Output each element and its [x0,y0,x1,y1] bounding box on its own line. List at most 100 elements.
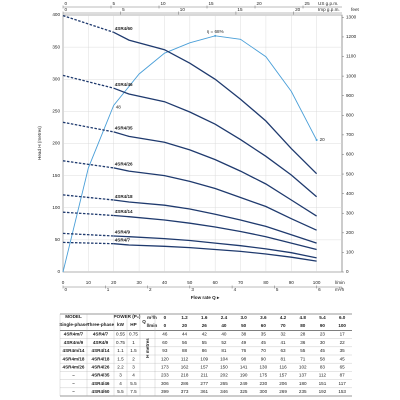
x-tick-label: 30 [137,280,143,285]
x2-tick-label: 1 [107,287,110,292]
table-cell: 38 [241,332,247,337]
table-cell: 35 [261,332,267,337]
table-cell: 81 [221,348,227,353]
pump-curve [113,199,317,244]
table-cell: 4SR4/18 [92,356,110,361]
y2-tick-label: 1200 [346,34,357,39]
table-cell: 22 [340,340,346,345]
table-header: MODEL [65,314,82,319]
curve-label: 4SR4/18 [115,194,133,199]
table-cell: 120 [161,356,169,361]
x3-tick-label: 5 [113,1,116,6]
x-tick-label: 60 [213,280,219,285]
table-cell: 150 [220,365,228,370]
table-cell: 265 [220,381,228,386]
y2-tick-label: 600 [346,152,354,157]
table-cell: 4 [119,381,122,386]
table-cell: 87 [340,373,346,378]
y-tick-label: 400 [52,12,60,17]
table-cell: 157 [200,365,208,370]
table-header: Three-phase [87,322,115,327]
table-cell: 0.75 [116,340,125,345]
table-header: H metres [145,338,150,358]
table-cell: 373 [181,389,189,394]
x-tick-label: 50 [187,280,193,285]
y-tick-label: 150 [52,173,60,178]
table-cell: – [72,373,75,378]
x3-unit: US g.p.m. [318,1,338,6]
x-tick-label: 80 [263,280,269,285]
y-tick-label: 300 [52,76,60,81]
table-cell: 117 [338,381,346,386]
table-cell: 102 [299,365,307,370]
table-cell: 0 [164,323,167,328]
x2-tick-label: 4 [234,287,237,292]
table-cell: 1.2 [181,315,188,320]
table-cell: 4SR4/35 [92,373,110,378]
table-cell: 4SR4m/9 [64,340,84,345]
table-cell: 2.4 [221,315,228,320]
x-tick-label: 20 [111,280,117,285]
pump-curve [113,243,317,262]
y-tick-label: 50 [55,237,61,242]
table-cell: 49 [241,340,247,345]
table-cell: 58 [320,356,326,361]
x4-tick-label: 10 [180,7,186,12]
y2-tick-label: 300 [346,210,354,215]
table-cell: 0 [164,315,167,320]
curve-label: 4SR4/7 [115,237,131,242]
pump-curve [62,160,114,169]
x2-tick-label: 5 [276,287,279,292]
table-cell: 100 [338,323,346,328]
table-cell: 5.5 [117,389,124,394]
table-header: POWER (P₂) [114,314,141,319]
table-cell: 90 [320,323,326,328]
x4-unit: Imp g.p.m. [318,7,340,12]
table-cell: 0.75 [129,332,138,337]
x-unit: l/min [335,280,345,285]
table-cell: 36 [300,340,306,345]
table-cell: 325 [240,389,248,394]
table-cell: 4SR4/60 [92,389,110,394]
table-header: Single-phase [59,322,88,327]
table-cell: 2.2 [117,365,124,370]
x3-tick-label: 15 [209,1,215,6]
y2-tick-label: 700 [346,132,354,137]
table-header: HP [130,322,136,327]
table-cell: 41 [280,340,286,345]
x4-tick-label: 5 [122,7,125,12]
y2-tick-label: 1300 [346,15,357,20]
table-cell: 153 [338,389,346,394]
x-label: Flow rate Q ▸ [191,295,220,300]
table-cell: 1.1 [117,348,124,353]
table-cell: 17 [340,332,346,337]
pump-curve [62,232,114,237]
y2-tick-label: 800 [346,113,354,118]
table-cell: 233 [161,373,169,378]
table-cell: 50 [241,323,247,328]
y-label: Head H (metres) [37,126,42,160]
table-cell: 206 [279,381,287,386]
efficiency-label: η = 68% [207,29,224,34]
y2-tick-label: 200 [346,230,354,235]
table-cell: 35 [340,348,346,353]
y-tick-label: 200 [52,141,60,146]
table-cell: 346 [220,389,228,394]
table-cell: 112 [181,356,189,361]
table-cell: 4SR4m/7 [64,332,84,337]
table-cell: 1.5 [117,356,124,361]
table-cell: 151 [319,381,327,386]
table-header: l/min [147,323,158,328]
curve-label: 4SR4/35 [115,126,133,131]
table-cell: 4.8 [300,315,307,320]
table-cell: 4SR4m/14 [63,348,85,353]
pump-curve [113,87,318,198]
table-cell: 30 [320,340,326,345]
table-cell: 71 [300,356,306,361]
table-cell: 86 [202,348,208,353]
pump-curve [62,74,114,89]
x4-tick-label: 0 [65,7,68,12]
table-cell: 5.5 [130,381,137,386]
table-cell: 218 [181,373,189,378]
